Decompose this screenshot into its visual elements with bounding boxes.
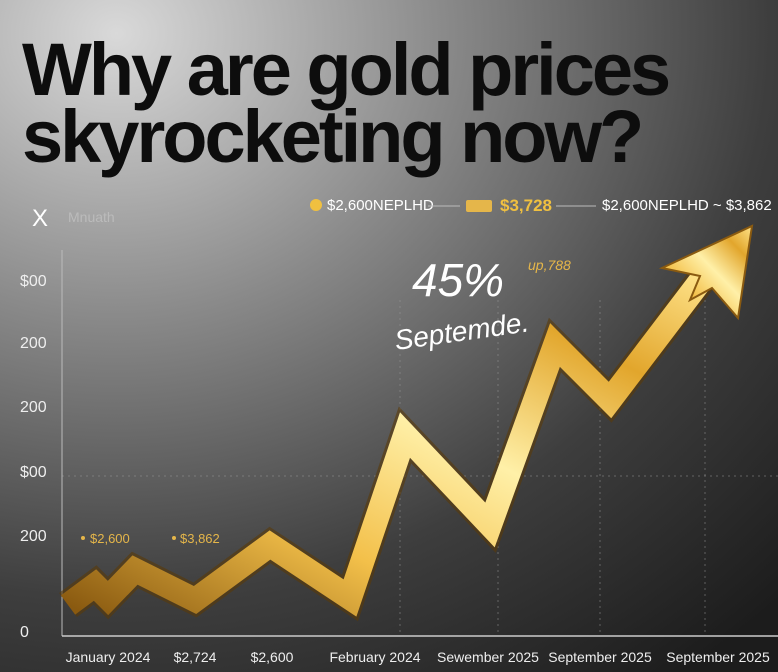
point-label: $3,862 [180,531,220,546]
legend-icon [466,200,492,212]
x-axis-label: $2,724 [174,649,217,665]
point-dot [81,536,85,540]
annotation-percent: 45% [412,254,504,306]
y-axis-label: 200 [20,528,47,545]
point-dot [172,536,176,540]
axis-caption: Mnuath [68,209,115,225]
y-axis-label: $00 [20,273,47,290]
arrow-head [658,224,754,321]
y-axis-label: 200 [20,335,47,352]
y-axis-label: $00 [20,464,47,481]
gold-arrow [60,267,715,617]
axis-symbol: X [32,205,48,232]
x-axis-label: September 2025 [548,649,652,665]
x-axis-label: Sewember 2025 [437,649,539,665]
x-axis-label: September 2025 [666,649,770,665]
x-axis-label: February 2024 [329,649,420,665]
y-axis-label: 0 [20,624,29,641]
x-axis-label: $2,600 [251,649,294,665]
y-axis-label: 200 [20,399,47,416]
annotation-note: up,788 [528,257,571,273]
legend-item: $3,728 [500,196,552,215]
legend-item: $2,600NEPLHD [327,197,434,214]
x-axis-label: January 2024 [66,649,151,665]
point-label: $2,600 [90,531,130,546]
legend-item: $2,600NEPLHD ~ $3,862 [602,197,772,214]
title-line: Why are gold prices [22,28,669,111]
legend-dot [310,199,322,211]
title-line: skyrocketing now? [22,95,641,178]
